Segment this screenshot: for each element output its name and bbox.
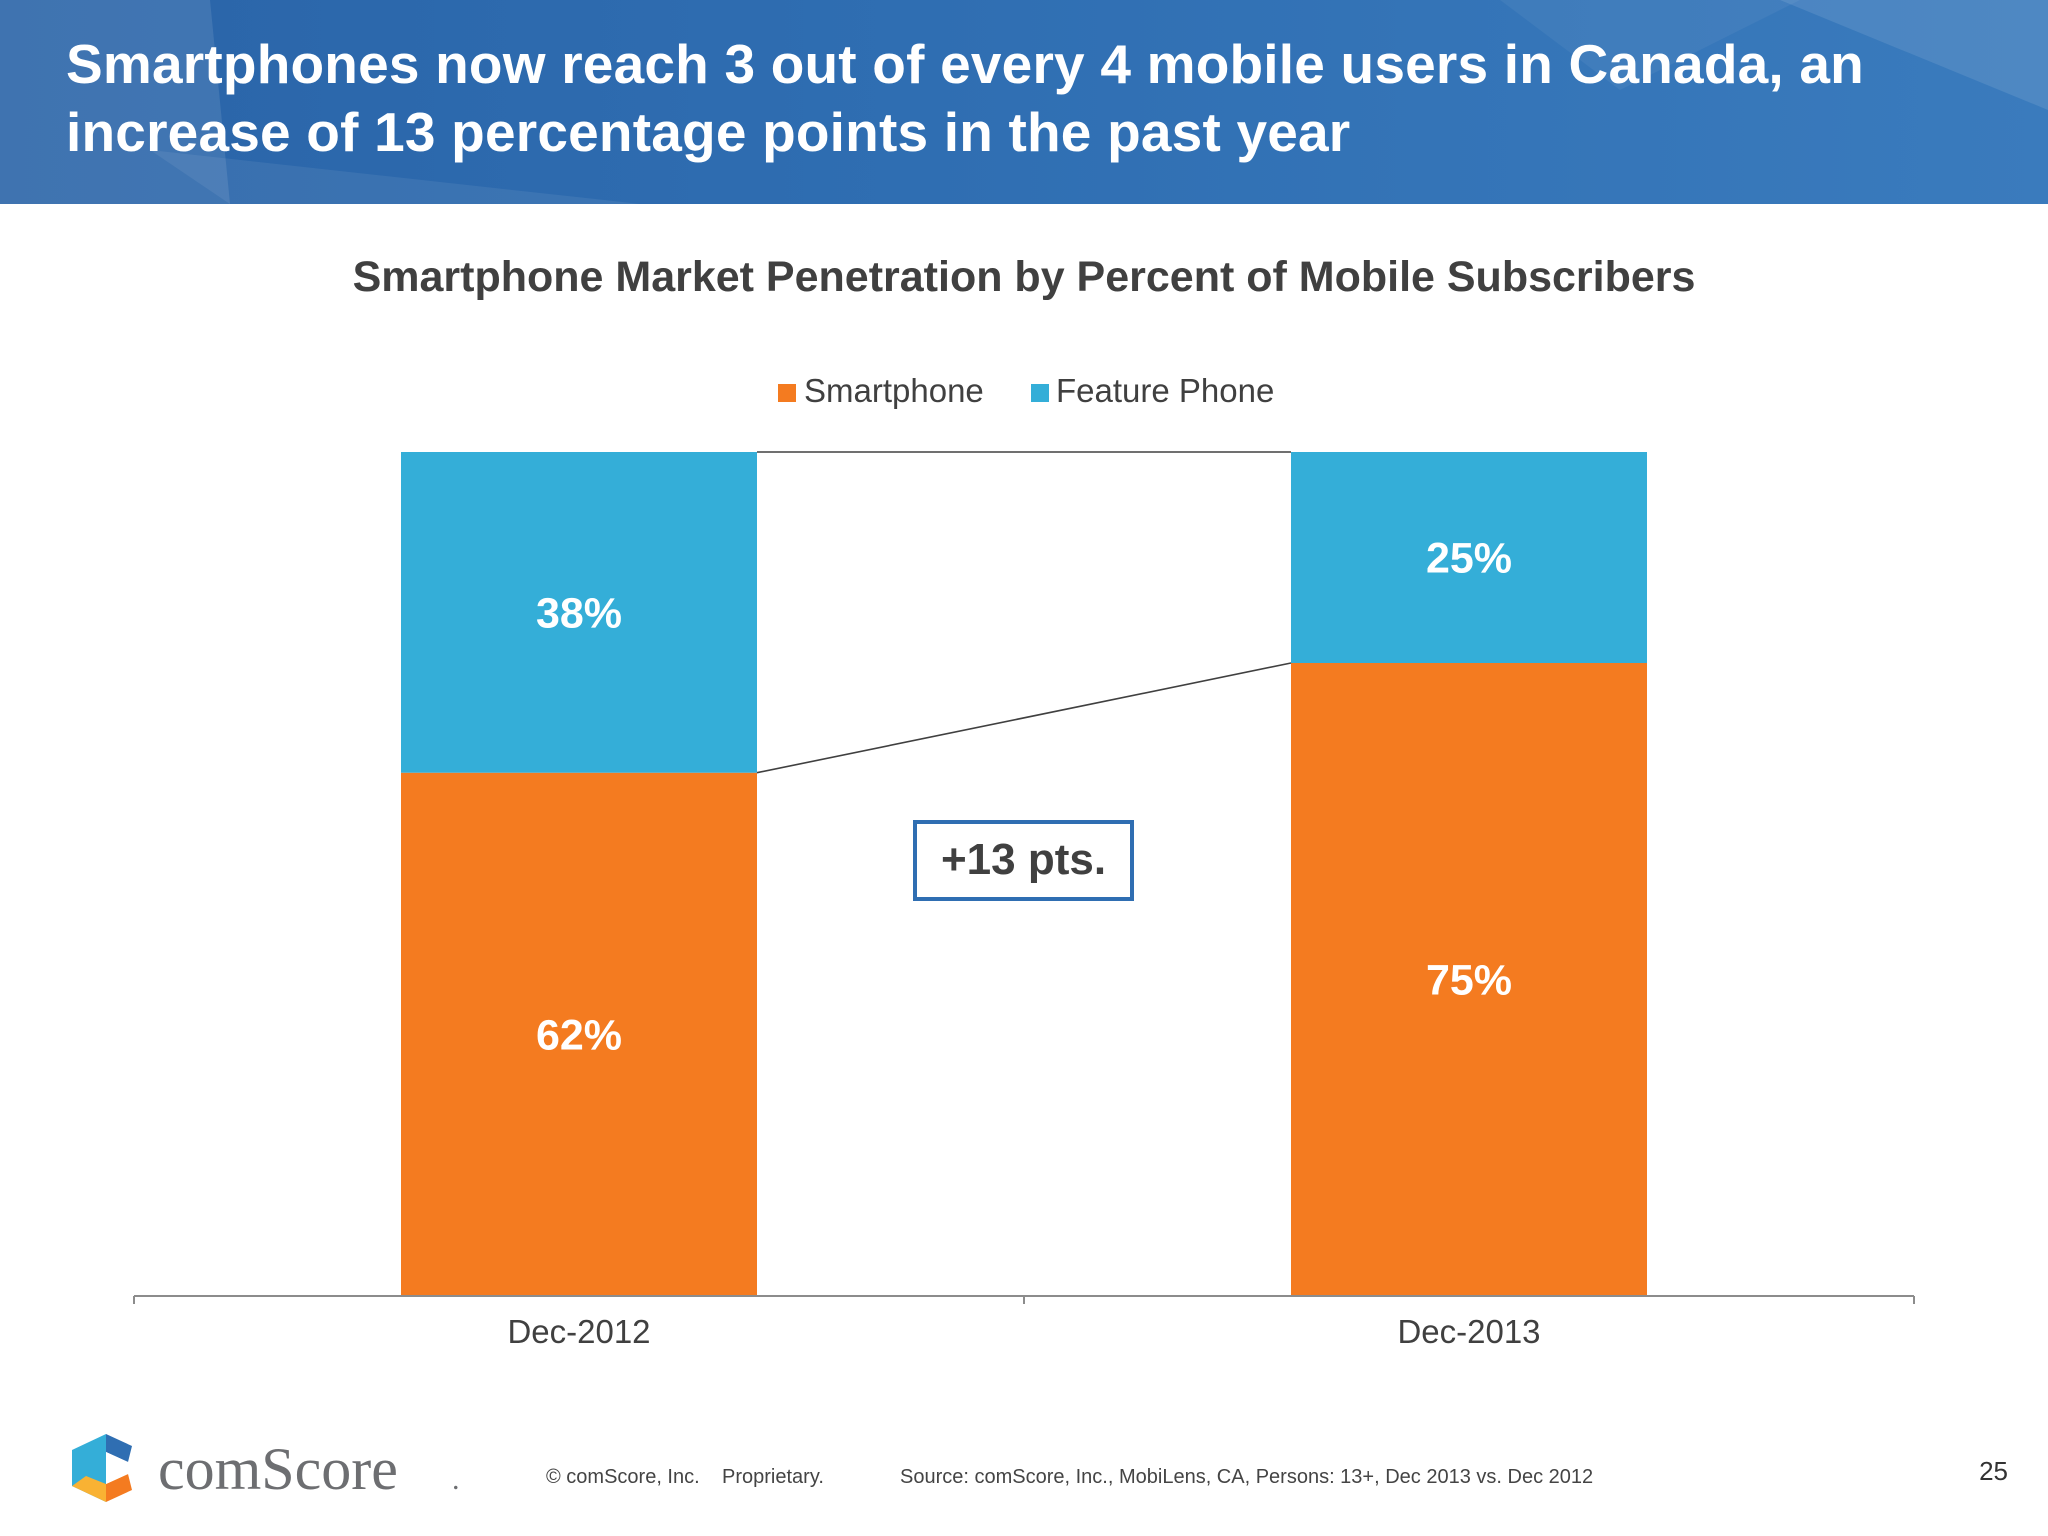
- data-label-feature-phone-dec-2012: 38%: [536, 589, 622, 637]
- footer-source: Source: comScore, Inc., MobiLens, CA, Pe…: [900, 1466, 1594, 1488]
- comscore-logo-suffix: .: [452, 1463, 460, 1496]
- footer-proprietary: Proprietary.: [722, 1466, 824, 1488]
- x-axis: [133, 1295, 1915, 1304]
- comscore-logo-icon: [72, 1434, 132, 1502]
- annotation-text: +13 pts.: [941, 835, 1106, 884]
- legend-label-smartphone: Smartphone: [804, 372, 984, 409]
- annotation-box: +13 pts.: [913, 820, 1134, 901]
- footer-copyright: © comScore, Inc.: [546, 1466, 700, 1488]
- annotation-border: [913, 820, 1134, 901]
- data-labels: 62% 38% 75% 25%: [536, 535, 1512, 1060]
- data-label-smartphone-dec-2013: 75%: [1426, 957, 1512, 1005]
- bar-smartphone-dec-2013: [1291, 663, 1647, 1296]
- legend-swatch-smartphone: [778, 384, 796, 402]
- x-tick-label-dec-2013: Dec-2013: [1397, 1313, 1540, 1350]
- x-axis-labels: Dec-2012 Dec-2013: [507, 1313, 1540, 1350]
- bar-feature-phone-dec-2012: [401, 452, 757, 773]
- bar-smartphone-dec-2012: [401, 772, 757, 1296]
- comscore-logo-text: comScore: [158, 1436, 398, 1502]
- bars-layer: [401, 452, 1647, 1296]
- connector-lines: [756, 451, 1292, 774]
- series-connector-line: [756, 662, 1292, 774]
- legend-swatch-feature-phone: [1031, 384, 1049, 402]
- stacked-bar-chart: Smartphone Market Penetration by Percent…: [133, 253, 1915, 1350]
- data-label-feature-phone-dec-2013: 25%: [1426, 535, 1512, 583]
- chart-title: Smartphone Market Penetration by Percent…: [353, 253, 1696, 301]
- header-banner: Smartphones now reach 3 out of every 4 m…: [0, 0, 2048, 204]
- header-decoration: [0, 0, 2048, 204]
- comscore-logo: comScore .: [72, 1434, 460, 1502]
- data-label-smartphone-dec-2012: 62%: [536, 1011, 622, 1059]
- page-number: 25: [1979, 1456, 2008, 1486]
- bar-feature-phone-dec-2013: [1291, 452, 1647, 663]
- chart-legend: Smartphone Feature Phone: [778, 372, 1274, 409]
- slide-title: Smartphones now reach 3 out of every 4 m…: [66, 33, 1864, 163]
- legend-label-feature-phone: Feature Phone: [1056, 372, 1274, 409]
- x-tick-label-dec-2012: Dec-2012: [507, 1313, 650, 1350]
